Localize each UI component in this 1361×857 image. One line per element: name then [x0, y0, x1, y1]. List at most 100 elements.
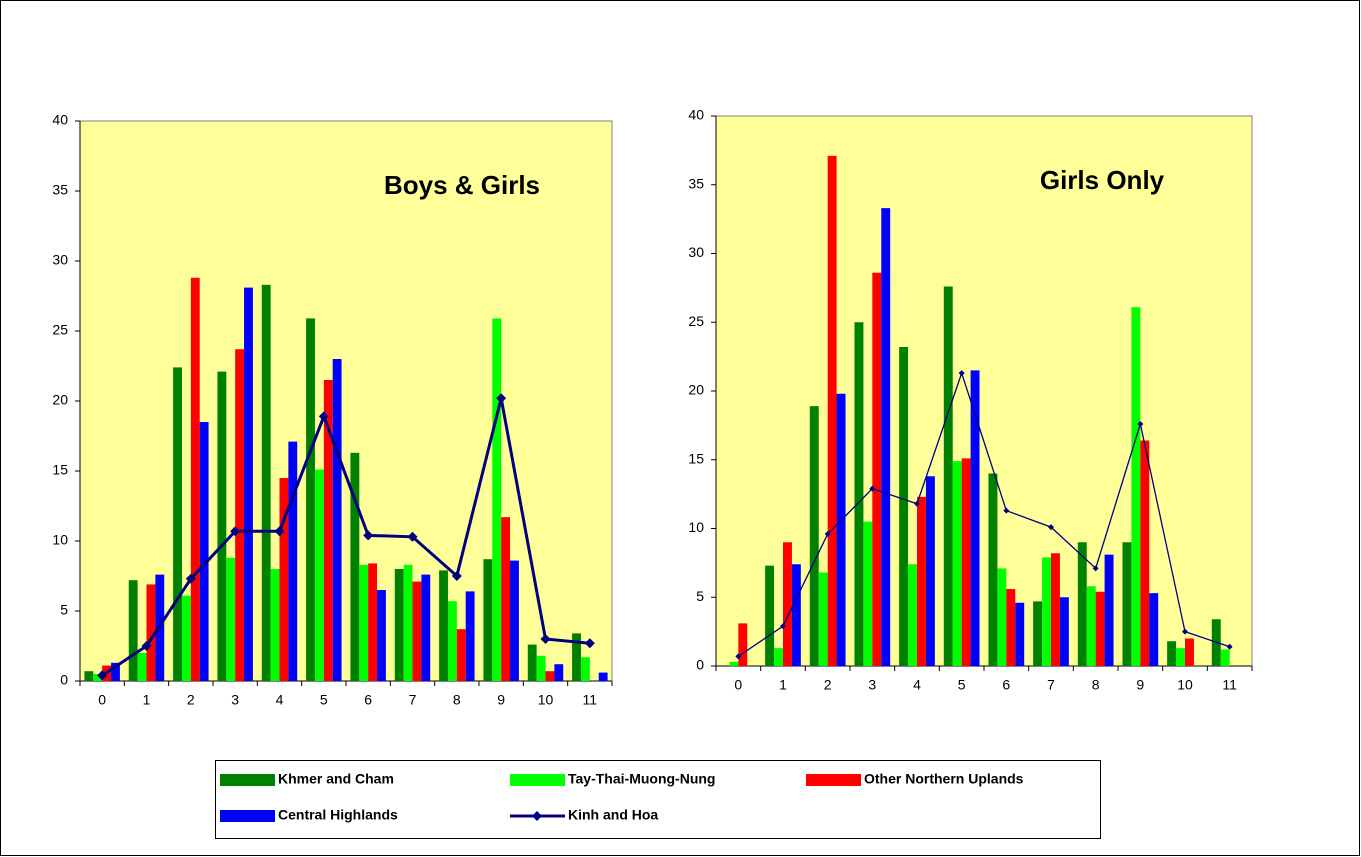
bar: [791, 564, 801, 666]
bar: [572, 633, 581, 681]
y-tick-label: 20: [688, 382, 704, 398]
bar: [818, 572, 828, 666]
marker: [1182, 628, 1188, 635]
y-tick-label: 40: [688, 107, 704, 123]
bar: [854, 322, 864, 666]
bar: [447, 601, 457, 681]
bar: [350, 452, 360, 681]
bar: [1077, 542, 1087, 666]
x-tick-label: 5: [958, 677, 966, 693]
marker: [1226, 643, 1233, 650]
bar: [270, 569, 280, 681]
x-tick-label: 8: [453, 692, 461, 708]
bar: [1149, 593, 1159, 666]
marker: [958, 370, 965, 377]
bar: [943, 286, 953, 666]
legend-swatch: [806, 774, 861, 786]
bar: [997, 568, 1007, 666]
y-tick-label: 5: [696, 588, 704, 604]
bar: [314, 469, 324, 681]
marker: [97, 670, 108, 681]
bar: [729, 661, 739, 666]
bar: [359, 564, 369, 681]
bar: [1220, 649, 1230, 666]
marker: [274, 526, 285, 537]
bar: [501, 517, 511, 681]
y-tick-label: 40: [52, 112, 68, 128]
bar: [917, 496, 926, 666]
x-tick-label: 2: [824, 677, 832, 693]
bar: [1167, 641, 1177, 666]
x-tick-label: 9: [1136, 677, 1144, 693]
marker: [780, 623, 786, 630]
x-tick-label: 6: [1002, 677, 1010, 693]
marker: [363, 530, 374, 541]
x-tick-label: 9: [497, 692, 505, 708]
bar: [925, 476, 935, 666]
bar: [1006, 589, 1016, 666]
marker: [496, 393, 507, 404]
bar: [554, 664, 564, 681]
bar: [279, 478, 289, 681]
bar: [181, 595, 191, 681]
bar: [244, 287, 253, 681]
bar: [774, 648, 783, 666]
bar: [1122, 542, 1132, 666]
bar: [217, 371, 227, 681]
y-tick-label: 15: [688, 450, 704, 466]
bar: [199, 422, 209, 681]
chart-title: Boys & Girls: [384, 170, 540, 200]
legend-label: Tay-Thai-Muong-Nung: [568, 771, 716, 787]
marker: [735, 653, 742, 660]
y-tick-label: 15: [52, 462, 68, 478]
x-tick-label: 11: [583, 692, 598, 708]
bar: [84, 671, 94, 681]
legend: [215, 760, 1101, 839]
bar: [809, 406, 819, 666]
x-tick-label: 2: [187, 692, 195, 708]
bar: [510, 560, 519, 681]
line: [737, 371, 1230, 657]
y-tick-label: 35: [52, 182, 68, 198]
legend-label: Khmer and Cham: [278, 771, 394, 787]
bar: [377, 590, 386, 681]
x-tick-label: 7: [409, 692, 417, 708]
x-tick-label: 10: [1177, 677, 1193, 693]
bar: [1095, 591, 1105, 666]
x-tick-label: 11: [1222, 677, 1237, 693]
bar: [261, 284, 271, 681]
bar: [146, 584, 156, 681]
bar: [190, 277, 200, 681]
y-tick-label: 25: [688, 313, 704, 329]
x-tick-label: 0: [734, 677, 742, 693]
y-tick-label: 10: [688, 519, 704, 535]
x-tick-label: 7: [1047, 677, 1055, 693]
y-tick-label: 30: [688, 244, 704, 260]
marker: [824, 531, 831, 537]
bar: [1042, 557, 1051, 666]
bar: [1131, 307, 1141, 666]
bar: [988, 473, 998, 666]
bar: [394, 569, 404, 681]
plot-area: [715, 115, 1253, 667]
marker: [451, 571, 462, 581]
y-tick-label: 10: [52, 532, 68, 548]
marker: [1137, 421, 1144, 427]
bar: [1104, 554, 1114, 666]
x-tick-label: 0: [98, 692, 106, 708]
bar: [899, 347, 909, 666]
bar: [536, 655, 546, 681]
bar: [492, 318, 502, 681]
bar: [323, 380, 333, 681]
marker: [318, 411, 329, 422]
y-tick-label: 0: [60, 672, 68, 688]
bar: [872, 272, 882, 666]
bar: [783, 542, 792, 666]
bar: [368, 563, 378, 681]
marker: [584, 638, 595, 649]
y-tick-label: 20: [52, 392, 68, 408]
bar: [173, 367, 182, 681]
x-tick-label: 3: [231, 692, 239, 708]
